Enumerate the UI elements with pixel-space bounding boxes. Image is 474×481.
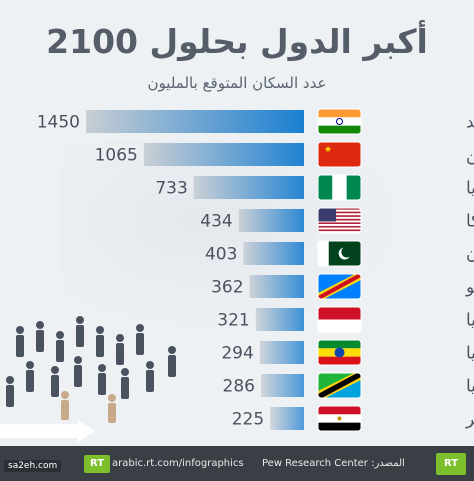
rt-logo-left: RT xyxy=(84,455,110,473)
category-label: باكستان xyxy=(466,245,474,265)
category-label: إندونيسيا xyxy=(466,311,474,331)
bar-2 xyxy=(193,176,304,199)
bar-value-label: 1450 xyxy=(37,113,80,133)
bar-9 xyxy=(270,407,304,430)
congo-flag-icon xyxy=(317,273,362,300)
bar-1 xyxy=(143,143,304,166)
indonesia-flag-icon xyxy=(317,306,362,333)
category-label: الصين xyxy=(466,146,474,166)
bar-0 xyxy=(86,110,304,133)
tanzania-flag-icon xyxy=(317,372,362,399)
bar-value-label: 733 xyxy=(155,179,187,199)
chart-title: أكبر الدول بحلول 2100 xyxy=(46,22,428,61)
egypt-flag-icon xyxy=(317,405,362,432)
category-label: تنزانيا xyxy=(466,377,474,397)
rt-logo-right: RT xyxy=(436,453,466,475)
india-flag-icon xyxy=(317,108,362,135)
china-flag-icon: ★ xyxy=(317,141,362,168)
bar-5 xyxy=(249,275,304,298)
watermark: sa2eh.com xyxy=(4,460,62,472)
bar-value-label: 1065 xyxy=(95,146,138,166)
arrow-shape xyxy=(0,420,95,442)
nigeria-flag-icon xyxy=(317,174,362,201)
category-label: مصر xyxy=(465,410,474,430)
chart-subtitle: عدد السكان المتوقع بالمليون xyxy=(147,74,327,92)
crowd-illustration xyxy=(6,316,176,423)
bar-value-label: 225 xyxy=(232,410,264,430)
bar-value-label: 286 xyxy=(223,377,255,397)
bar-value-label: 434 xyxy=(200,212,232,232)
category-label: الهند xyxy=(466,113,474,133)
bar-3 xyxy=(238,209,304,232)
svg-text:★: ★ xyxy=(324,145,332,155)
bar-value-label: 321 xyxy=(217,311,249,331)
category-label: نيجيريا xyxy=(466,179,474,199)
bar-6 xyxy=(255,308,304,331)
footer-source: المصدر: Pew Research Center xyxy=(262,458,405,469)
bar-value-label: 294 xyxy=(221,344,253,364)
bar-8 xyxy=(261,374,304,397)
bar-7 xyxy=(259,341,304,364)
world-map-background xyxy=(60,140,420,340)
bar-value-label: 362 xyxy=(211,278,243,298)
bar-4 xyxy=(243,242,304,265)
category-label: إثيوبيا xyxy=(466,344,474,364)
bar-value-label: 403 xyxy=(205,245,237,265)
footer-bar xyxy=(0,446,474,481)
category-label: الكونغو xyxy=(465,278,474,298)
usa-flag-icon xyxy=(317,207,362,234)
ethiopia-flag-icon xyxy=(317,339,362,366)
category-label: أمريكا xyxy=(466,210,474,232)
footer-url[interactable]: arabic.rt.com/infographics xyxy=(112,458,244,469)
pakistan-flag-icon xyxy=(317,240,362,267)
